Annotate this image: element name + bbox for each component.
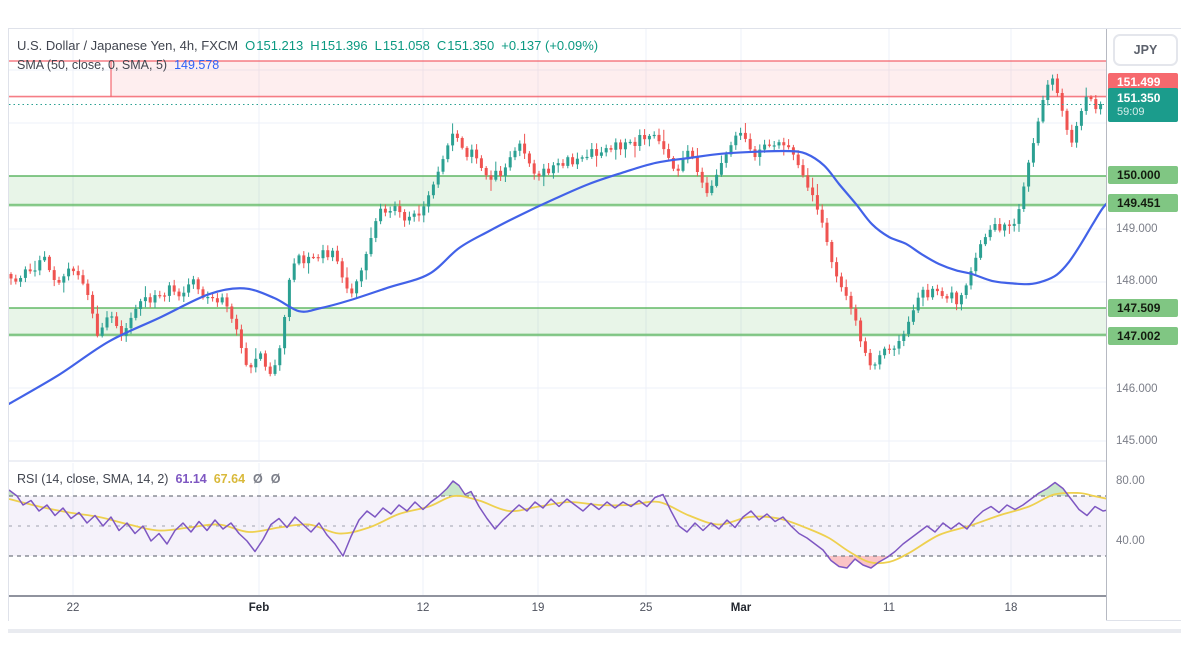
bar-countdown: 59:09 [1117,106,1145,118]
ohlc-low-value: 151.058 [382,38,430,53]
symbol-title: U.S. Dollar / Japanese Yen, 4h, FXCM [17,38,239,53]
price-level-label: 151.499 [1108,73,1178,91]
ohlc-close-label: C [436,38,447,53]
time-label: 25 [639,602,653,614]
sma-value: 149.578 [174,58,220,72]
price-scale-label: 40.00 [1116,535,1145,547]
rsi-value: 61.14 [175,472,207,486]
ohlc-high-value: 151.396 [320,38,368,53]
rsi-label: RSI (14, close, SMA, 14, 2) [17,472,169,486]
price-scale-label: 149.000 [1116,223,1158,235]
price-level-label: 147.509 [1108,299,1178,317]
sma-label: SMA (50, close, 0, SMA, 5) [17,58,168,72]
price-scale-label: 146.000 [1116,383,1158,395]
time-label: Mar [730,602,752,614]
ohlc-readout: O151.213 H151.396 L151.058 C151.350 [238,38,494,53]
rsi-legend[interactable]: RSI (14, close, SMA, 14, 2) 61.14 67.64 Ø Ø [17,472,280,486]
ohlc-low-label: L [374,38,382,53]
rsi-ma-value: 67.64 [213,472,246,486]
price-level-label: 147.002 [1108,327,1178,345]
rsi-zero-2: Ø [270,472,281,486]
pane-divider[interactable] [9,460,1180,462]
price-level-label: 151.350 59:09 [1108,88,1178,122]
time-label: 12 [416,602,430,614]
time-label: 19 [531,602,545,614]
rsi-pane[interactable]: RSI (14, close, SMA, 14, 2) 61.14 67.64 Ø Ø [9,463,1106,595]
ohlc-open-value: 151.213 [256,38,304,53]
time-label: 11 [883,602,895,614]
bottom-separator [8,629,1181,633]
change-value: +0.137 (+0.09%) [501,38,599,53]
chart-widget: U.S. Dollar / Japanese Yen, 4h, FXCM O151… [8,28,1181,622]
ohlc-open-label: O [245,38,256,53]
ohlc-high-label: H [310,38,320,53]
price-chart-canvas[interactable] [9,29,1106,461]
price-level-label: 150.000 [1108,166,1178,184]
sma-legend[interactable]: SMA (50, close, 0, SMA, 5) 149.578 [17,58,219,72]
price-level-label: 149.451 [1108,194,1178,212]
price-scale-label: 145.000 [1116,435,1158,447]
time-label: 22 [66,602,80,614]
symbol-legend[interactable]: U.S. Dollar / Japanese Yen, 4h, FXCM O151… [17,38,598,53]
ohlc-close-value: 151.350 [447,38,495,53]
currency-button[interactable]: JPY [1113,34,1178,66]
time-label: 18 [1004,602,1018,614]
time-axis-border [9,595,1180,597]
rsi-zero-1: Ø [253,472,263,486]
price-scale-label: 148.000 [1116,275,1158,287]
price-axis[interactable]: JPY 151.499 151.350 59:09 150.000 149.451 149… [1106,29,1181,620]
time-axis[interactable]: 22 Feb 12 19 25 Mar 11 18 [9,597,1106,622]
price-pane[interactable]: U.S. Dollar / Japanese Yen, 4h, FXCM O151… [9,29,1106,461]
time-label: Feb [248,602,270,614]
price-scale-label: 80.00 [1116,475,1145,487]
rsi-chart-canvas[interactable] [9,463,1106,595]
